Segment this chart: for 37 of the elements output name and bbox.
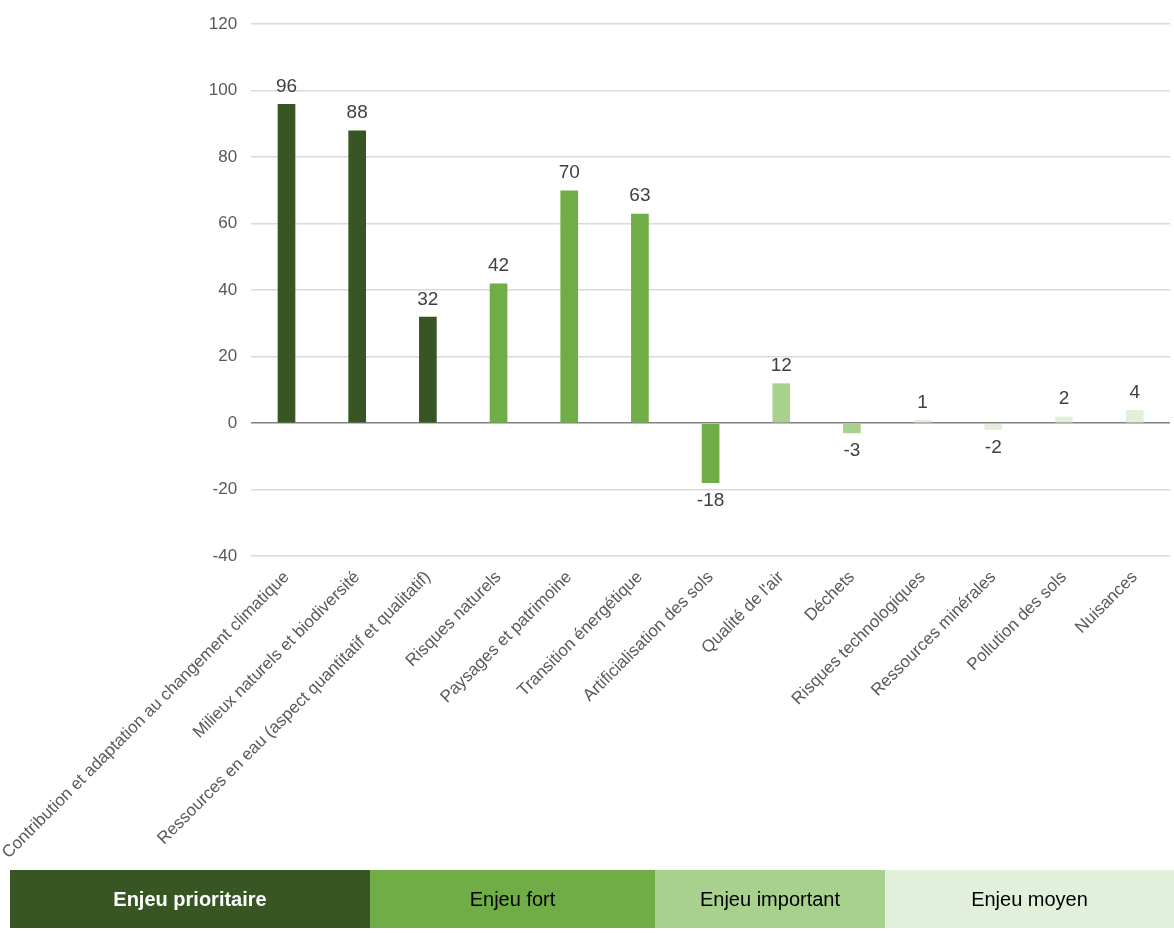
y-tick-label: 60 xyxy=(218,213,238,233)
bar xyxy=(772,383,791,423)
y-tick-label: 100 xyxy=(208,80,238,100)
y-tick-label: 80 xyxy=(218,146,238,166)
bar xyxy=(419,316,437,423)
data-label: 1 xyxy=(917,390,928,412)
y-tick-label: 0 xyxy=(227,412,238,432)
bar xyxy=(1125,409,1144,423)
bar xyxy=(489,283,508,423)
y-tick-label: -40 xyxy=(212,545,238,565)
bar xyxy=(701,423,720,484)
bar xyxy=(843,423,861,434)
data-label: 70 xyxy=(558,161,580,183)
data-label: 32 xyxy=(417,287,439,309)
data-label: 88 xyxy=(346,101,368,123)
text: Enjeu fort xyxy=(370,870,655,928)
bar xyxy=(348,130,367,423)
text: Enjeu moyen xyxy=(885,870,1174,928)
data-label: 4 xyxy=(1129,380,1141,402)
text: Enjeu important xyxy=(655,870,885,928)
data-label: -18 xyxy=(696,488,725,510)
y-tick-label: 40 xyxy=(218,279,238,299)
bar xyxy=(984,423,1003,430)
data-label: 12 xyxy=(770,354,792,376)
data-label: -3 xyxy=(843,438,861,460)
data-label: -2 xyxy=(984,435,1002,457)
bar xyxy=(560,190,579,423)
y-tick-label: 20 xyxy=(218,346,238,366)
y-tick-label: -20 xyxy=(212,479,238,499)
y-tick-label: 120 xyxy=(208,13,238,33)
text: Enjeu prioritaire xyxy=(10,870,370,928)
bar xyxy=(631,213,649,423)
bar xyxy=(277,104,296,423)
data-label: 42 xyxy=(487,254,510,276)
data-label: 96 xyxy=(275,74,298,96)
data-label: 2 xyxy=(1058,387,1070,409)
data-label: 63 xyxy=(629,184,651,206)
